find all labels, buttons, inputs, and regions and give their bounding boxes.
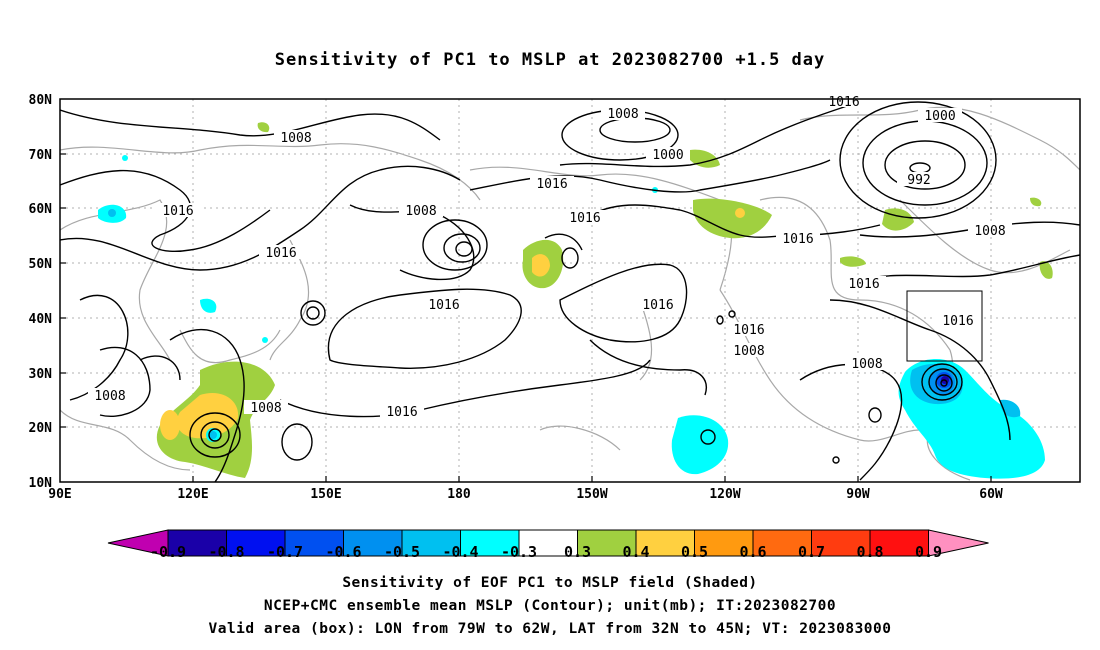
lat-label: 40N: [29, 312, 53, 327]
colorbar-label: 0.4: [622, 543, 649, 561]
map-title: Sensitivity of PC1 to MSLP at 2023082700…: [274, 50, 826, 70]
colorbar-swatch: [635, 529, 695, 557]
contour-label: 1016: [265, 246, 296, 261]
colorbar-label: -0.3: [501, 543, 537, 561]
contour-label: 1016: [386, 405, 417, 420]
contour-label: 1016: [569, 211, 600, 226]
contour-label: 1008: [851, 357, 882, 372]
colorbar-swatch: [694, 529, 754, 557]
colorbar-swatch: [284, 529, 344, 557]
longitude-labels: 90E 120E 150E 180 150W 120W 90W 60W: [48, 487, 1003, 502]
colorbar-label: 0.7: [798, 543, 825, 561]
lat-label: 10N: [29, 476, 53, 491]
colorbar-labels: -0.9 -0.8 -0.7 -0.6 -0.5 -0.4 -0.3 0.3 0.4 0.5 0.6…: [150, 543, 942, 561]
lon-label: 90W: [846, 487, 870, 502]
patch-north-america: [693, 198, 772, 239]
contour-label: 1000: [924, 109, 955, 124]
colorbar: [107, 529, 989, 557]
contour-label: 1016: [942, 314, 973, 329]
colorbar-swatch: [869, 529, 929, 557]
colorbar-label: -0.8: [208, 543, 244, 561]
caption-line-3: Valid area (box): LON from 79W to 62W, L…: [208, 621, 892, 637]
contour-label: 1008: [974, 224, 1005, 239]
caption-line-2: NCEP+CMC ensemble mean MSLP (Contour); u…: [263, 598, 837, 614]
contour-label: 992: [907, 173, 930, 188]
caption-line-1: Sensitivity of EOF PC1 to MSLP field (Sh…: [342, 575, 758, 591]
contour-label: 1016: [428, 298, 459, 313]
colorbar-label: 0.9: [915, 543, 942, 561]
contour-label: 1008: [733, 344, 764, 359]
contour-label: 1016: [848, 277, 879, 292]
lon-label: 150E: [310, 487, 341, 502]
map-frame: [59, 98, 1081, 483]
colorbar-swatch: [752, 529, 812, 557]
contour-label: 1000: [652, 148, 683, 163]
colorbar-label: 0.5: [681, 543, 708, 561]
lon-label: 90E: [48, 487, 71, 502]
colorbar-label: 0.8: [856, 543, 883, 561]
contour-label: 1016: [642, 298, 673, 313]
contour-label: 1016: [782, 232, 813, 247]
lon-label: 150W: [576, 487, 607, 502]
lat-label: 60N: [29, 202, 53, 217]
patch-central-pacific-core: [532, 254, 550, 277]
latitude-labels: 80N 70N 60N 50N 40N 30N 20N 10N: [29, 93, 53, 491]
colorbar-swatch: [460, 529, 520, 557]
colorbar-swatch: [577, 529, 637, 557]
colorbar-max-triangle: [928, 529, 989, 557]
contour-label: 1008: [94, 389, 125, 404]
colorbar-label: -0.9: [150, 543, 186, 561]
lat-label: 20N: [29, 421, 53, 436]
contour-labels: 1008 1000 992 1016 1008 1016 1016 1016 1…: [94, 95, 1006, 420]
contour-label: 1008: [405, 204, 436, 219]
contour-label: 1008: [607, 107, 638, 122]
axis-ticks: [60, 153, 992, 482]
colorbar-swatch: [811, 529, 871, 557]
colorbar-label: -0.6: [325, 543, 361, 561]
patch-western-pacific: [156, 361, 275, 478]
colorbar-label: 0.6: [739, 543, 766, 561]
contour-label: 1016: [733, 323, 764, 338]
lon-label: 180: [447, 487, 471, 502]
patch-east-pacific: [671, 415, 729, 475]
lon-label: 120E: [177, 487, 208, 502]
colorbar-swatch: [401, 529, 461, 557]
lon-label: 60W: [979, 487, 1003, 502]
colorbar-label: -0.4: [442, 543, 478, 561]
colorbar-label: -0.7: [267, 543, 303, 561]
contour-label: 1016: [162, 204, 193, 219]
lat-label: 50N: [29, 257, 53, 272]
contour-label: 1016: [828, 95, 859, 110]
colorbar-swatch: [167, 529, 227, 557]
lat-label: 70N: [29, 148, 53, 163]
colorbar-label: -0.5: [384, 543, 420, 561]
contour-label: 1016: [536, 177, 567, 192]
contour-label: 1008: [280, 131, 311, 146]
lat-label: 30N: [29, 367, 53, 382]
lat-label: 80N: [29, 93, 53, 108]
colorbar-label: 0.3: [564, 543, 591, 561]
colorbar-swatch: [343, 529, 403, 557]
valid-area-box: [906, 290, 983, 362]
sensitivity-shading: [98, 122, 1053, 479]
lon-label: 120W: [709, 487, 740, 502]
contour-label: 1008: [250, 401, 281, 416]
